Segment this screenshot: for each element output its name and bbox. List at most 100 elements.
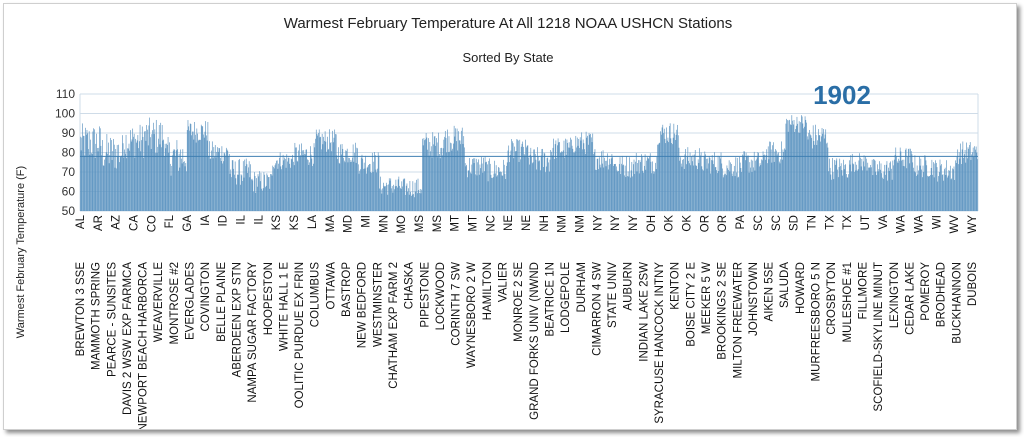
station-bar	[152, 130, 153, 211]
station-bar	[786, 118, 787, 211]
station-bar	[138, 141, 140, 211]
station-bar	[542, 148, 543, 211]
station-bar	[92, 131, 94, 211]
station-bar	[489, 158, 490, 211]
station-bar	[658, 143, 660, 211]
station-bar	[724, 173, 726, 211]
station-bar	[472, 158, 474, 211]
station-label: WAYNESBORO 2 W	[466, 262, 478, 368]
station-bar	[565, 154, 567, 211]
station-bar	[412, 181, 414, 211]
station-bar	[562, 150, 564, 211]
station-bar	[757, 152, 759, 211]
station-bar	[827, 147, 829, 211]
state-label: CA	[129, 215, 141, 231]
station-bar	[436, 142, 438, 211]
station-label: DUBOIS	[967, 262, 979, 306]
station-bar	[625, 177, 627, 211]
station-bar	[604, 160, 606, 211]
station-bar	[624, 165, 626, 211]
station-bar	[467, 170, 469, 211]
station-bar	[906, 168, 908, 211]
station-bar	[341, 144, 343, 211]
station-bar	[924, 155, 926, 211]
station-bar	[919, 165, 921, 211]
station-bar	[420, 193, 422, 211]
station-bar	[570, 137, 571, 211]
station-bar	[461, 127, 463, 211]
station-bar	[371, 152, 373, 211]
station-bar	[610, 158, 612, 211]
station-bar	[960, 143, 961, 211]
station-bar	[524, 155, 526, 211]
station-label: BUCKHANNON	[951, 262, 963, 344]
station-bar	[893, 165, 894, 211]
station-bar	[837, 169, 838, 211]
station-bar	[594, 149, 596, 211]
station-bar	[975, 149, 976, 211]
station-bar	[262, 188, 264, 211]
station-bar	[485, 162, 487, 211]
station-bar	[572, 148, 574, 211]
station-label: WEAVERVILLE	[153, 262, 165, 342]
station-bar	[771, 162, 773, 211]
station-bar	[421, 189, 423, 211]
y-tick-label: 60	[62, 185, 76, 199]
y-tick-label: 90	[62, 126, 76, 140]
station-bar	[519, 139, 521, 211]
station-bar	[186, 171, 187, 211]
station-label: POMEROY	[920, 262, 932, 321]
station-bar	[651, 173, 653, 211]
station-bar	[860, 166, 862, 211]
station-bar	[496, 176, 498, 211]
station-bar	[748, 172, 750, 211]
station-bar	[327, 149, 329, 211]
station-bar	[492, 177, 494, 211]
station-bar	[708, 163, 709, 211]
station-bar	[736, 157, 738, 211]
station-bar	[312, 163, 314, 211]
station-bar	[258, 176, 260, 211]
station-bar	[833, 179, 835, 211]
state-label: TX	[824, 215, 836, 230]
station-bar	[105, 157, 106, 211]
station-bar	[616, 170, 618, 211]
station-bar	[354, 152, 355, 211]
station-bar	[536, 169, 538, 211]
station-bar	[518, 161, 520, 211]
station-bar	[142, 136, 144, 211]
station-bar	[231, 160, 233, 211]
station-bar	[319, 137, 321, 211]
station-label: NEW BEDFORD	[357, 262, 369, 348]
station-bar	[832, 158, 833, 211]
station-bar	[626, 156, 627, 211]
station-bar	[124, 149, 125, 211]
station-bar	[446, 152, 448, 211]
station-bar	[307, 159, 308, 211]
station-bar	[790, 125, 792, 211]
station-bar	[411, 196, 412, 211]
station-bar	[159, 144, 161, 211]
station-bar	[800, 122, 801, 211]
station-bar	[673, 123, 675, 211]
station-bar	[318, 133, 319, 211]
station-bar	[183, 162, 184, 211]
station-bar	[250, 164, 251, 211]
station-bar	[884, 164, 886, 211]
station-label: KENTON	[670, 262, 682, 310]
station-bar	[101, 155, 103, 211]
station-bar	[331, 151, 333, 211]
station-bar	[638, 160, 639, 211]
station-bar	[631, 161, 633, 211]
station-bar	[663, 133, 664, 211]
station-bar	[296, 147, 297, 211]
station-bar	[618, 164, 620, 211]
state-label: MS	[414, 215, 426, 233]
station-bar	[232, 160, 234, 211]
station-bar	[444, 136, 445, 211]
station-bar	[826, 142, 828, 211]
station-bar	[299, 156, 301, 211]
station-bar	[491, 177, 493, 211]
state-label: WV	[949, 215, 961, 234]
station-bar	[878, 169, 880, 211]
